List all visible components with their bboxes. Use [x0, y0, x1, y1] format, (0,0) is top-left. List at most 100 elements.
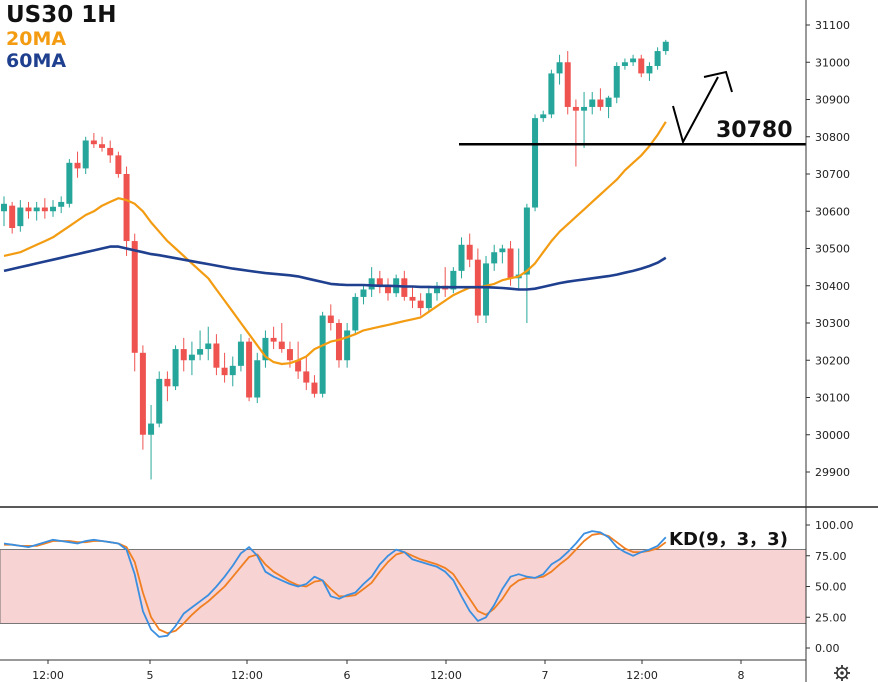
candlestick [123, 166, 130, 256]
candle-body [638, 58, 645, 74]
candle-body [262, 337, 269, 361]
candlestick [90, 133, 97, 148]
candlestick [360, 285, 367, 305]
candlestick [556, 54, 563, 85]
candle-body [115, 155, 122, 174]
candle-body [523, 207, 530, 275]
y-tick-label: 30400 [815, 280, 850, 293]
candlestick [335, 319, 342, 368]
candle-body [74, 162, 81, 169]
candle-body [213, 343, 220, 368]
candlestick [131, 233, 138, 372]
candlestick [254, 352, 261, 404]
candle-body [107, 147, 114, 156]
candlestick [270, 326, 277, 350]
candle-body [99, 144, 106, 148]
candle-body [148, 423, 155, 435]
candle-body [17, 207, 24, 227]
candlestick [17, 200, 24, 232]
candle-body [286, 349, 293, 361]
candle-body [66, 162, 73, 204]
candle-body [246, 341, 253, 398]
candlestick [597, 88, 604, 111]
candle-body [319, 315, 326, 394]
candle-body [572, 106, 579, 111]
candle-body [58, 201, 65, 207]
candlestick [613, 62, 620, 104]
candlestick [58, 196, 65, 214]
candle-body [662, 41, 669, 52]
kd-y-tick-label: 75.00 [815, 550, 847, 563]
candlestick [491, 244, 498, 271]
candlestick [139, 345, 146, 450]
candlestick [409, 285, 416, 309]
candlestick [564, 51, 571, 115]
candlestick [115, 151, 122, 178]
candlestick [450, 267, 457, 294]
gear-icon[interactable] [834, 665, 850, 681]
candle-body [466, 244, 473, 260]
candle-body [229, 365, 236, 376]
candlestick [164, 371, 171, 402]
x-tick-label: 6 [344, 669, 351, 682]
candlestick [466, 233, 473, 268]
y-tick-label: 29900 [815, 466, 850, 479]
candlestick [1, 196, 7, 227]
candle-body [9, 205, 16, 229]
candlestick [327, 304, 334, 331]
candlestick [205, 326, 212, 361]
candlestick [262, 330, 269, 368]
candlestick [197, 330, 204, 361]
candle-body [384, 285, 391, 294]
candle-body [646, 65, 653, 74]
y-tick-label: 30700 [815, 168, 850, 181]
candlestick [221, 352, 228, 383]
candle-body [311, 382, 318, 394]
candle-body [507, 248, 514, 279]
candle-body [205, 343, 212, 350]
candle-body [605, 97, 612, 107]
candlestick [352, 293, 359, 335]
candle-body [278, 341, 285, 350]
candlestick [278, 323, 285, 353]
candle-body [499, 248, 506, 253]
candle-body [360, 289, 367, 297]
x-tick-label: 8 [738, 669, 745, 682]
kd-y-tick-label: 50.00 [815, 581, 847, 594]
candle-body [270, 337, 277, 342]
candle-body [556, 62, 563, 74]
candle-body [221, 367, 228, 376]
candlestick [630, 54, 637, 66]
candlestick [532, 114, 539, 212]
candle-body [41, 207, 48, 212]
candlestick [172, 345, 179, 391]
candlestick [605, 95, 612, 119]
candlestick [82, 136, 89, 174]
candle-body [540, 114, 547, 119]
y-tick-label: 31000 [815, 56, 850, 69]
kd-y-tick-label: 25.00 [815, 611, 847, 624]
candle-body [352, 296, 359, 331]
candlestick [434, 282, 441, 301]
candlestick [74, 151, 81, 178]
y-tick-label: 30600 [815, 205, 850, 218]
candle-body [409, 296, 416, 301]
x-tick-label: 7 [542, 669, 549, 682]
y-tick-label: 31100 [815, 19, 850, 32]
candle-body [33, 207, 40, 212]
candle-body [376, 278, 383, 286]
candlestick [654, 47, 661, 70]
candlestick [417, 293, 424, 316]
candlestick [99, 136, 106, 152]
candlestick [499, 244, 506, 264]
candlestick [229, 356, 236, 387]
y-tick-label: 30000 [815, 429, 850, 442]
candle-body [450, 270, 457, 290]
y-tick-label: 30100 [815, 392, 850, 405]
y-tick-label: 30500 [815, 243, 850, 256]
candlestick [589, 92, 596, 115]
candlestick [107, 140, 114, 163]
candle-body [597, 99, 604, 107]
candle-body [172, 349, 179, 387]
